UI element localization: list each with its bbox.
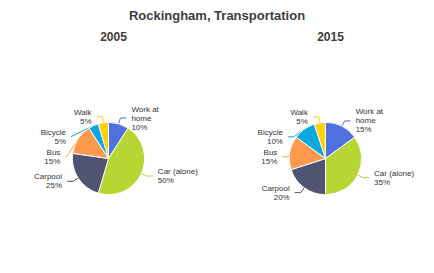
svg-text:Car (alone): Car (alone)	[374, 169, 414, 178]
svg-text:10%: 10%	[131, 123, 147, 132]
svg-text:Rockingham, Transportation: Rockingham, Transportation	[129, 8, 305, 23]
svg-text:Work at: Work at	[356, 107, 384, 116]
svg-text:15%: 15%	[356, 125, 372, 134]
svg-text:2015: 2015	[317, 30, 344, 44]
svg-text:15%: 15%	[44, 157, 60, 166]
svg-text:50%: 50%	[158, 176, 174, 185]
svg-text:Carpool: Carpool	[34, 172, 62, 181]
svg-text:home: home	[131, 114, 152, 123]
svg-text:Carpool: Carpool	[262, 184, 290, 193]
svg-text:2005: 2005	[100, 30, 127, 44]
svg-text:5%: 5%	[54, 137, 66, 146]
svg-text:Car (alone): Car (alone)	[158, 167, 198, 176]
svg-text:5%: 5%	[80, 117, 92, 126]
svg-text:Bicycle: Bicycle	[41, 128, 67, 137]
svg-text:Bicycle: Bicycle	[258, 128, 284, 137]
svg-text:Work at: Work at	[131, 105, 159, 114]
svg-text:20%: 20%	[274, 193, 290, 202]
svg-text:Walk: Walk	[74, 108, 92, 117]
svg-text:5%: 5%	[296, 117, 308, 126]
svg-text:15%: 15%	[261, 157, 277, 166]
svg-text:25%: 25%	[46, 181, 62, 190]
svg-text:home: home	[356, 116, 377, 125]
svg-text:Bus: Bus	[264, 148, 278, 157]
svg-text:Walk: Walk	[290, 108, 308, 117]
svg-text:10%: 10%	[267, 137, 283, 146]
svg-text:35%: 35%	[374, 178, 390, 187]
svg-text:Bus: Bus	[47, 148, 61, 157]
